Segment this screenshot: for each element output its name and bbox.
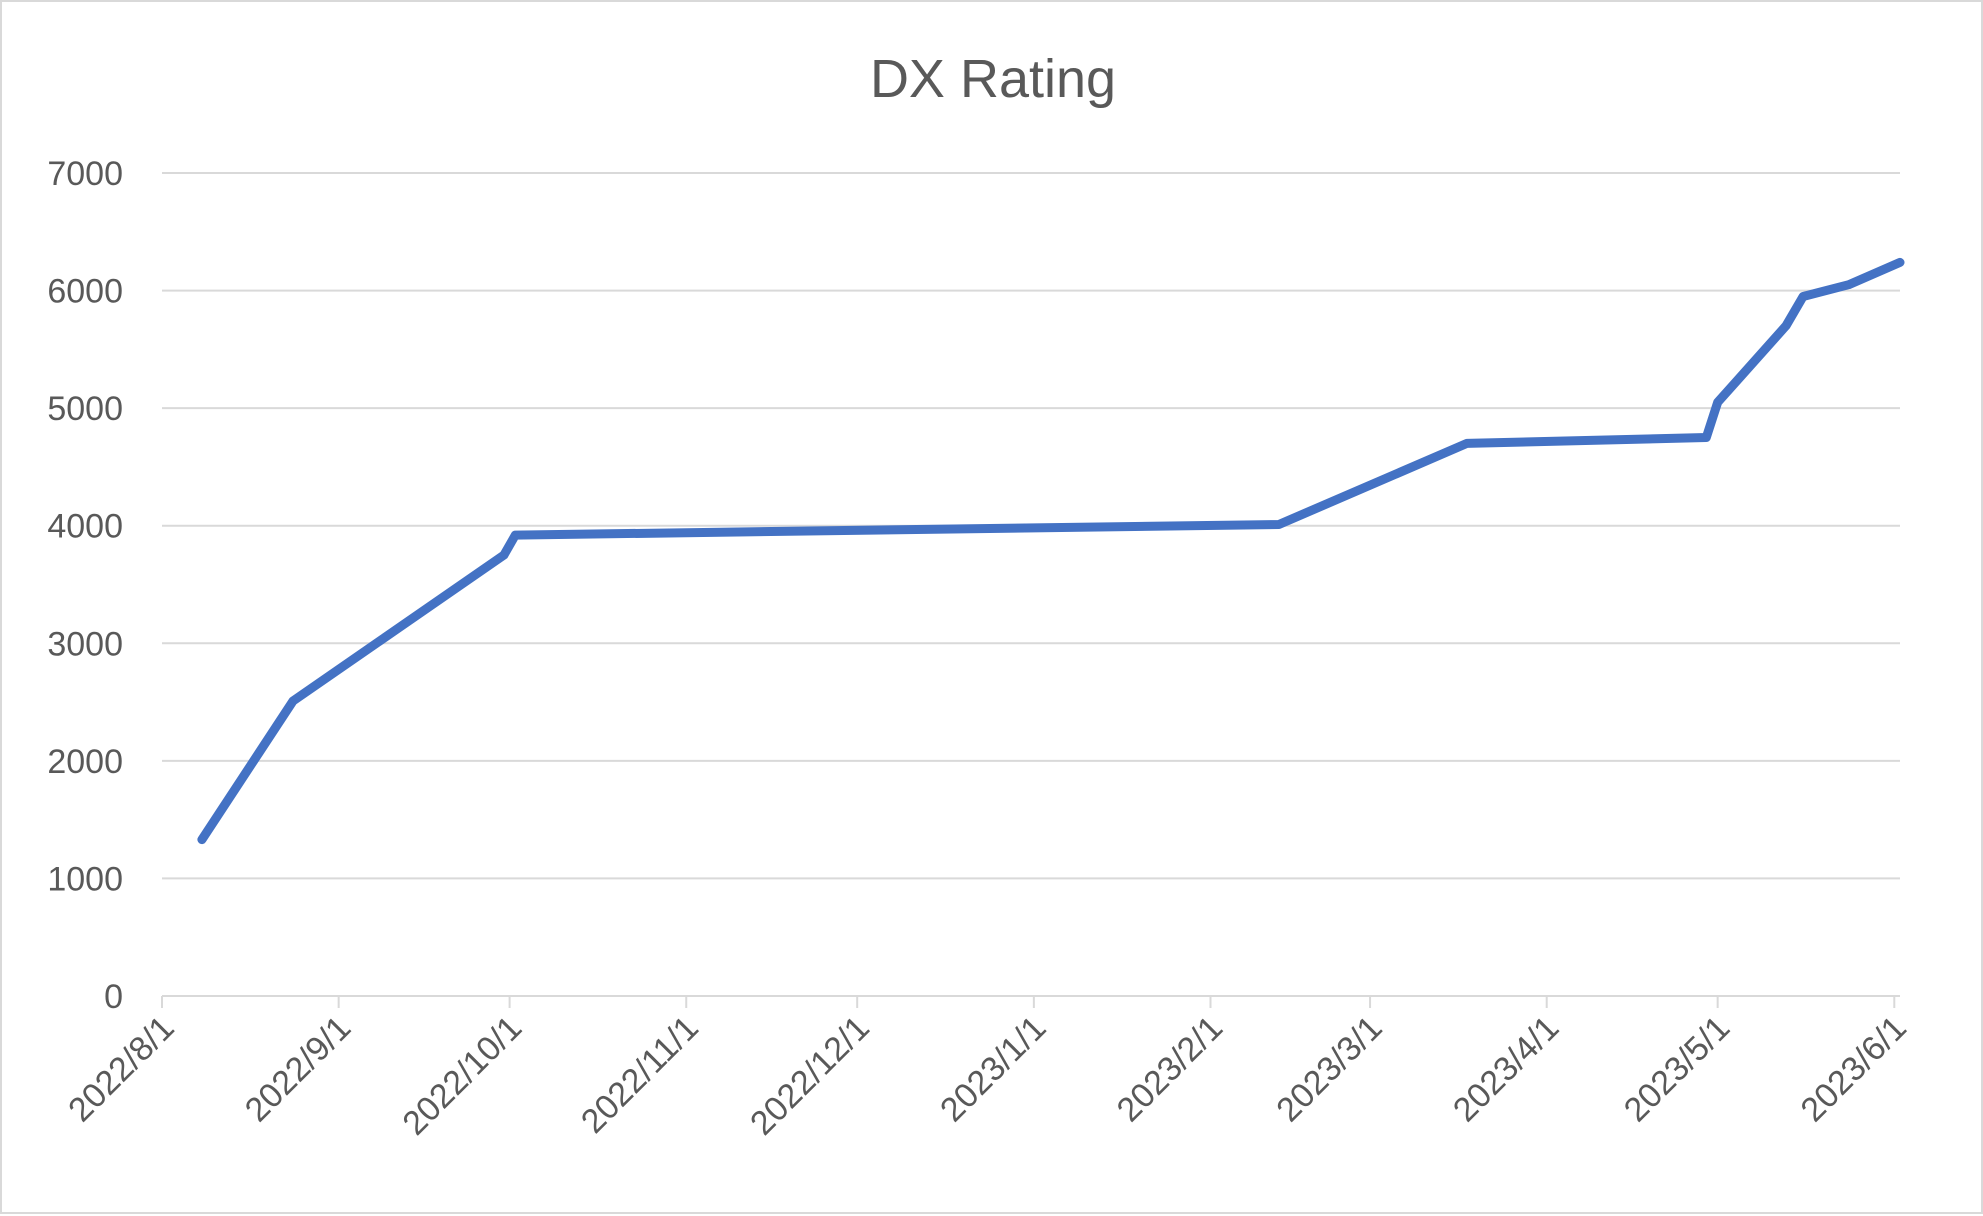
x-axis xyxy=(161,995,1900,1008)
y-tick-label: 0 xyxy=(104,978,123,1016)
x-tick-label: 2022/11/1 xyxy=(574,1009,706,1141)
y-tick-label: 2000 xyxy=(47,743,123,781)
x-tick-label: 2022/10/1 xyxy=(395,1009,529,1143)
x-tick-label: 2022/8/1 xyxy=(61,1009,181,1129)
x-tick-label: 2023/6/1 xyxy=(1793,1009,1913,1129)
y-axis: 0 1000 2000 3000 4000 5000 6000 7000 xyxy=(47,155,123,1016)
chart-title: DX Rating xyxy=(870,49,1116,109)
gridlines xyxy=(162,172,1900,880)
x-tick-label: 2023/3/1 xyxy=(1269,1009,1389,1129)
y-tick-label: 3000 xyxy=(47,625,123,663)
x-tick-label: 2022/9/1 xyxy=(238,1009,358,1129)
y-tick-label: 6000 xyxy=(47,273,123,311)
x-tick-label: 2023/4/1 xyxy=(1446,1009,1566,1129)
series-layer xyxy=(197,257,1905,845)
x-tick-label: 2023/1/1 xyxy=(933,1009,1053,1129)
series-line xyxy=(197,257,1905,845)
y-tick-label: 4000 xyxy=(47,508,123,546)
x-axis-labels: 2022/8/1 2022/9/1 2022/10/1 2022/11/1 2022/1… xyxy=(61,1009,1914,1143)
x-tick-label: 2023/2/1 xyxy=(1110,1009,1230,1129)
x-tick-label: 2023/5/1 xyxy=(1617,1009,1737,1129)
x-tick-label: 2022/12/1 xyxy=(743,1009,877,1143)
y-tick-label: 5000 xyxy=(47,390,123,428)
y-tick-label: 1000 xyxy=(47,860,123,898)
y-tick-label: 7000 xyxy=(47,155,123,193)
